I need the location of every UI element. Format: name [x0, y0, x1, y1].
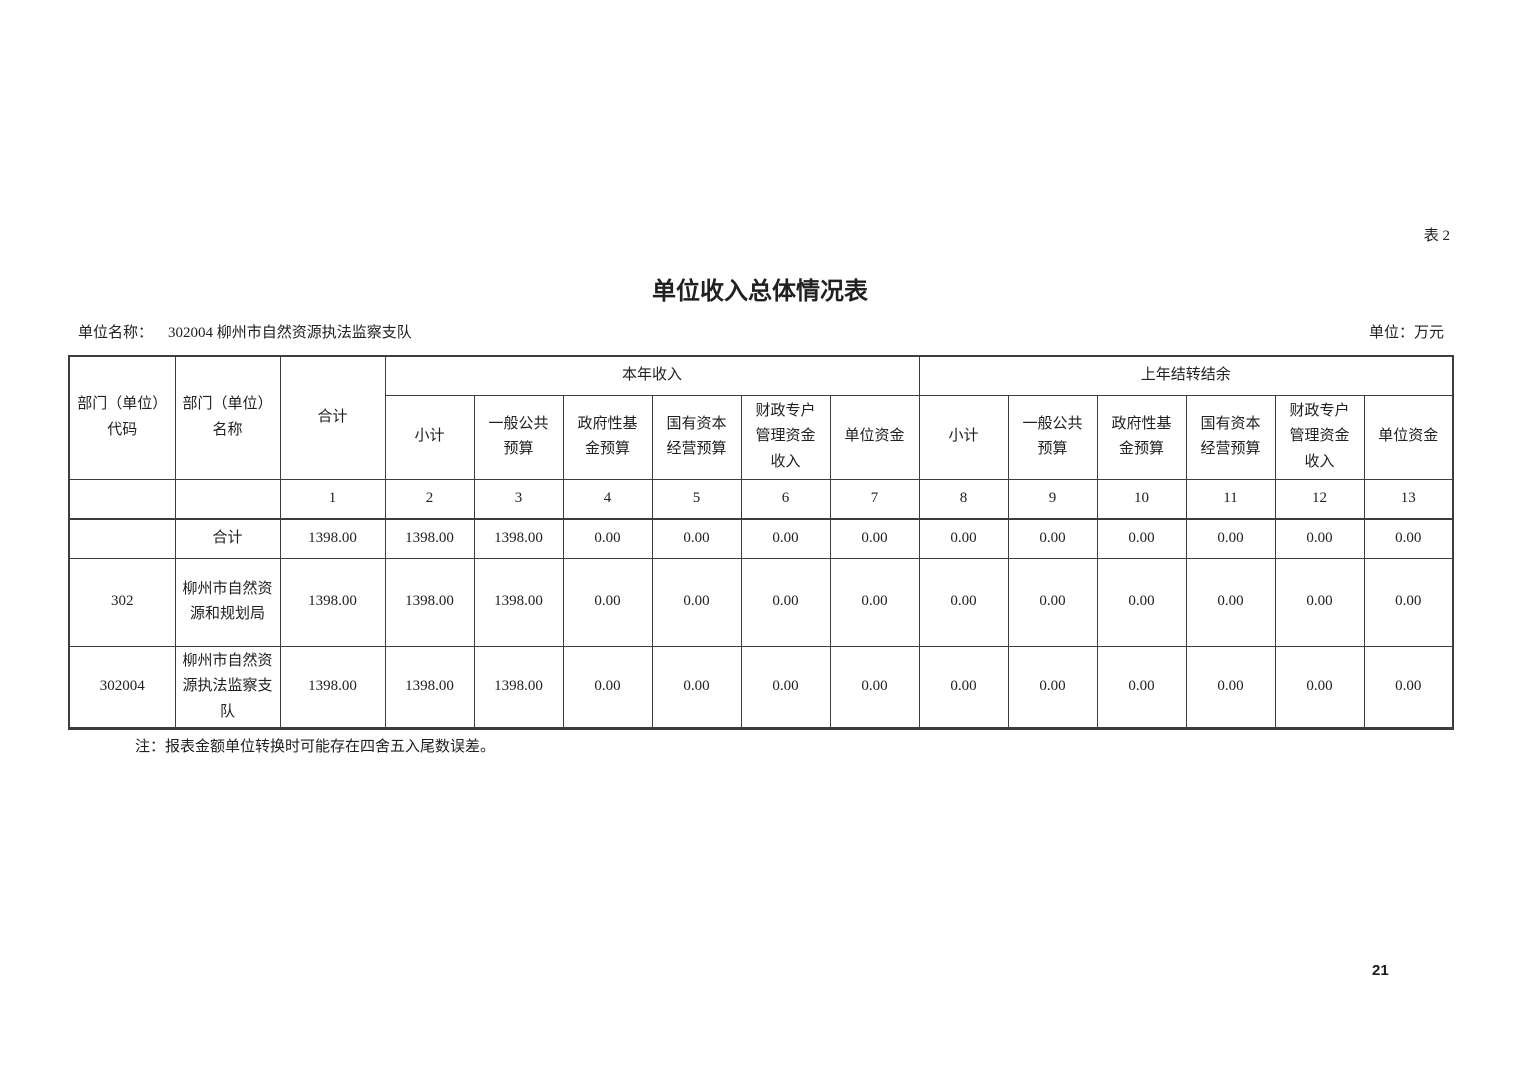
header-dept-code: 部门（单位）代码: [68, 355, 176, 480]
value-cell: 0.00: [1096, 645, 1187, 729]
row-code: [68, 518, 176, 559]
value-cell: 0.00: [829, 645, 920, 729]
value-cell: 0.00: [1363, 645, 1454, 729]
column-number: 8: [918, 478, 1009, 520]
value-cell: 0.00: [918, 645, 1009, 729]
column-number: 4: [562, 478, 653, 520]
value-cell: 1398.00: [279, 645, 386, 729]
unit-name: 单位名称： 302004 柳州市自然资源执法监察支队: [68, 321, 412, 342]
value-cell: 0.00: [829, 557, 920, 647]
value-cell: 1398.00: [384, 557, 475, 647]
header-co-subtotal: 小计: [918, 394, 1009, 480]
header-co-unit-funds: 单位资金: [1363, 394, 1454, 480]
value-cell: 0.00: [562, 645, 653, 729]
column-number: 6: [740, 478, 831, 520]
row-name: 合计: [174, 518, 281, 559]
column-number: 5: [651, 478, 742, 520]
header-co-govt-fund-budget: 政府性基金预算: [1096, 394, 1187, 480]
value-cell: 1398.00: [473, 518, 564, 559]
value-cell: 0.00: [918, 557, 1009, 647]
header-co-general-public-budget: 一般公共预算: [1007, 394, 1098, 480]
header-cy-state-capital-budget: 国有资本经营预算: [651, 394, 742, 480]
header-cy-govt-fund-budget: 政府性基金预算: [562, 394, 653, 480]
value-cell: 0.00: [651, 518, 742, 559]
value-cell: 0.00: [651, 557, 742, 647]
header-group-carryover: 上年结转结余: [918, 355, 1454, 396]
value-cell: 0.00: [1007, 557, 1098, 647]
row-name: 柳州市自然资源执法监察支队: [174, 645, 281, 729]
header-group-current-year: 本年收入: [384, 355, 920, 396]
table-group-header-row: 部门（单位）代码 部门（单位）名称 合计 本年收入 上年结转结余: [68, 355, 1454, 480]
value-cell: 0.00: [1096, 518, 1187, 559]
unit-name-value: 302004 柳州市自然资源执法监察支队: [168, 325, 412, 341]
table-row-302: 302 柳州市自然资源和规划局 1398.00 1398.00 1398.00 …: [68, 557, 1454, 647]
value-cell: 0.00: [740, 645, 831, 729]
column-number-row: 1 2 3 4 5 6 7 8 9 10 11 12 13: [68, 478, 1454, 520]
table-row-total: 合计 1398.00 1398.00 1398.00 0.00 0.00 0.0…: [68, 518, 1454, 559]
currency-unit-label: 单位：万元: [1368, 325, 1444, 341]
header-dept-name: 部门（单位）名称: [174, 355, 281, 480]
value-cell: 0.00: [1274, 645, 1365, 729]
income-summary-table: 部门（单位）代码 部门（单位）名称 合计 本年收入 上年结转结余 小计 一般公共…: [68, 355, 1455, 730]
column-number: 7: [829, 478, 920, 520]
value-cell: 0.00: [1185, 518, 1276, 559]
value-cell: 0.00: [1096, 557, 1187, 647]
header-cy-general-public-budget: 一般公共预算: [473, 394, 564, 480]
table-subheader-row: 小计 一般公共预算 政府性基金预算 国有资本经营预算 财政专户管理资金收入 单位…: [69, 394, 1454, 480]
page-number: 21: [1372, 962, 1389, 979]
table-number-label: 表 2: [1423, 228, 1450, 244]
header-total: 合计: [279, 355, 386, 480]
unit-name-label: 单位名称：: [78, 325, 154, 341]
value-cell: 0.00: [1185, 557, 1276, 647]
column-number: 12: [1274, 478, 1365, 520]
value-cell: 0.00: [1363, 557, 1454, 647]
value-cell: 1398.00: [384, 645, 475, 729]
row-code: 302: [68, 557, 176, 647]
value-cell: 0.00: [1363, 518, 1454, 559]
header-cy-unit-funds: 单位资金: [829, 394, 920, 480]
column-number: 1: [279, 478, 386, 520]
footnote: 注：报表金额单位转换时可能存在四舍五入尾数误差。: [135, 739, 496, 755]
table-row-302004: 302004 柳州市自然资源执法监察支队 1398.00 1398.00 139…: [68, 645, 1454, 729]
page-title: 单位收入总体情况表: [652, 279, 868, 305]
header-co-fiscal-account-funds: 财政专户管理资金收入: [1274, 394, 1365, 480]
value-cell: 0.00: [1185, 645, 1276, 729]
column-number: 10: [1096, 478, 1187, 520]
row-name: 柳州市自然资源和规划局: [174, 557, 281, 647]
value-cell: 0.00: [740, 518, 831, 559]
column-number: 3: [473, 478, 564, 520]
value-cell: 0.00: [1274, 518, 1365, 559]
header-cy-subtotal: 小计: [384, 394, 475, 480]
value-cell: 0.00: [829, 518, 920, 559]
column-number: 13: [1363, 478, 1454, 520]
value-cell: 0.00: [1007, 645, 1098, 729]
column-number: 2: [384, 478, 475, 520]
value-cell: 0.00: [918, 518, 1009, 559]
value-cell: 0.00: [1007, 518, 1098, 559]
empty-cell: [174, 478, 281, 520]
row-code: 302004: [68, 645, 176, 729]
value-cell: 1398.00: [279, 518, 386, 559]
value-cell: 1398.00: [384, 518, 475, 559]
value-cell: 0.00: [1274, 557, 1365, 647]
value-cell: 0.00: [740, 557, 831, 647]
meta-row: 单位名称： 302004 柳州市自然资源执法监察支队 单位：万元: [68, 321, 1452, 342]
column-number: 11: [1185, 478, 1276, 520]
value-cell: 0.00: [562, 557, 653, 647]
header-co-state-capital-budget: 国有资本经营预算: [1185, 394, 1276, 480]
empty-cell: [68, 478, 176, 520]
value-cell: 0.00: [651, 645, 742, 729]
column-number: 9: [1007, 478, 1098, 520]
value-cell: 1398.00: [279, 557, 386, 647]
value-cell: 1398.00: [473, 557, 564, 647]
value-cell: 1398.00: [473, 645, 564, 729]
value-cell: 0.00: [562, 518, 653, 559]
header-cy-fiscal-account-funds: 财政专户管理资金收入: [740, 394, 831, 480]
